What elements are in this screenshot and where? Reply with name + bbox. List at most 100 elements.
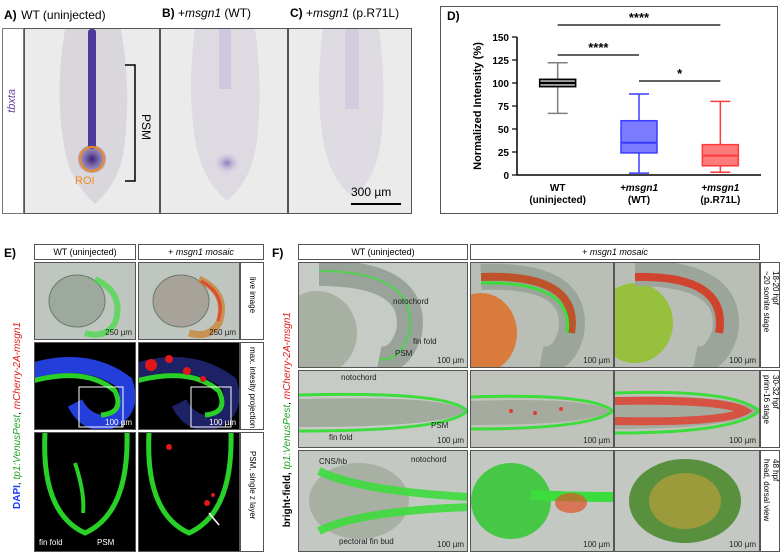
scale-f3-mosaic-a: 100 µm xyxy=(583,540,610,549)
row-label-zlayer-text: PSM, single z layer xyxy=(248,451,257,520)
x-category-label: WT xyxy=(550,183,566,194)
panel-f-side-label: bright-field, tp1:VenusPest, mCherry-2A-… xyxy=(282,312,293,528)
panel-d-frame: D) 0 25 50 75 100 125 150 Normalized Intensity … xyxy=(440,6,778,214)
y-tick-label: 0 xyxy=(503,171,509,182)
cns-hb-label: CNS/hb xyxy=(319,457,348,466)
panel-f-letter: F) xyxy=(272,246,284,260)
panel-e-col2-header: + msgn1 mosaic xyxy=(138,244,264,260)
scale-f1-mosaic-a: 100 µm xyxy=(583,356,610,365)
scale-f3-mosaic-b: 100 µm xyxy=(729,540,756,549)
f-row2-label: 30-32 hpf prim-16 stage xyxy=(760,370,780,448)
panel-c-embryo-svg xyxy=(319,29,401,205)
f-row3-label: 48 hpf head, dorsal view xyxy=(760,450,780,552)
scale-f2-mosaic-b: 100 µm xyxy=(729,436,756,445)
psm-bracket xyxy=(125,64,136,182)
faint-stain-c xyxy=(345,29,359,109)
scale-250-mosaic: 250 µm xyxy=(209,328,236,337)
f-r2-wt-svg xyxy=(299,392,467,433)
panel-c-letter: C) xyxy=(290,6,303,20)
panel-f-r3-mosaic-a: 100 µm xyxy=(470,450,614,552)
f-r1-mosaic-a-svg xyxy=(471,263,585,367)
panel-a-title: A) WT (uninjected) xyxy=(4,6,106,24)
f-row2-label-b: prim-16 stage xyxy=(762,375,771,424)
maxproj-mosaic-svg xyxy=(139,355,239,429)
scale-100-e-mosaic: 100 µm xyxy=(209,418,236,427)
panel-e-col2-prefix: + xyxy=(168,247,176,257)
scale-f2-mosaic-a: 100 µm xyxy=(583,436,610,445)
notochord-label-f2: notochord xyxy=(341,373,377,382)
box xyxy=(620,119,658,154)
dapi-label: DAPI xyxy=(12,485,23,509)
panel-e-live-wt: 250 µm xyxy=(34,262,136,340)
embryo-tissue-b xyxy=(191,29,260,201)
fin-fold-label-f1: fin fold xyxy=(413,337,437,346)
panel-f-col1-header: WT (uninjected) xyxy=(298,244,468,260)
f-r3-mosaic-b-svg xyxy=(629,459,741,543)
panel-c-image: 300 µm xyxy=(288,28,412,214)
panel-f-col2-gene: msgn1 mosaic xyxy=(589,247,648,257)
scale-f1-wt: 100 µm xyxy=(437,356,464,365)
significance-label: **** xyxy=(588,40,609,55)
roi-circle xyxy=(79,146,105,172)
scale-100-e-wt: 100 µm xyxy=(105,418,132,427)
zlayer-mosaic-svg xyxy=(146,433,234,536)
f-r1-mosaic-b-svg xyxy=(615,263,739,367)
panel-e-live-mosaic: 250 µm xyxy=(138,262,240,340)
f-r3-wt-svg xyxy=(309,463,467,539)
f-r2-mosaic-a-svg xyxy=(471,394,613,431)
panel-f-r2-mosaic-b: 100 µm xyxy=(614,370,760,448)
notochord-label-f1: notochord xyxy=(393,297,429,306)
panel-f-r1-mosaic-b: 100 µm xyxy=(614,262,760,368)
tbxta-label-text: tbxta xyxy=(6,89,18,113)
tp1-label: tp1:VenusPest xyxy=(12,414,23,480)
x-category-label: +msgn1 xyxy=(701,183,740,194)
maxproj-wt-svg xyxy=(35,357,135,429)
panel-f-r1-wt: notochord fin fold PSM 100 µm xyxy=(298,262,468,368)
f-tp1-label: tp1:VenusPest xyxy=(282,404,293,470)
f-row3-label-b: head, dorsal view xyxy=(762,459,771,522)
panel-a-image: PSM ROI xyxy=(24,28,160,214)
f-row2-label-a: 30-32 hpf xyxy=(771,375,780,409)
x-category-sublabel: (p.R71L) xyxy=(700,195,740,206)
x-category-label: +msgn1 xyxy=(620,183,659,194)
tbxta-side-label: tbxta xyxy=(2,28,24,214)
panel-b-title: B) +msgn1 (WT) xyxy=(162,6,251,20)
panel-c-title: C) +msgn1 (p.R71L) xyxy=(290,6,399,20)
row-label-maxproj: max. intesity projection xyxy=(240,342,264,430)
significance-label: * xyxy=(677,66,683,81)
embryo-live-wt-svg xyxy=(48,274,121,338)
fin-fold-label-e: fin fold xyxy=(39,538,63,547)
panel-e-zlayer-mosaic xyxy=(138,432,240,552)
faint-stain-b xyxy=(219,29,231,89)
y-tick-label: 50 xyxy=(498,125,510,136)
panel-b-title-suffix: (WT) xyxy=(221,6,252,20)
row-label-live: live image xyxy=(240,262,264,340)
panel-c-title-suffix: (p.R71L) xyxy=(349,6,400,20)
scale-250-wt: 250 µm xyxy=(105,328,132,337)
panel-c-title-prefix: + xyxy=(306,6,314,20)
row-label-zlayer: PSM, single z layer xyxy=(240,432,264,552)
y-axis-label: Normalized Intensity (%) xyxy=(472,42,484,170)
x-category-sublabel: (WT) xyxy=(628,195,650,206)
tailbud-stain xyxy=(78,145,106,173)
panel-f-col2-prefix: + xyxy=(582,247,590,257)
panel-f-r2-wt: notochord fin fold PSM 100 µm xyxy=(298,370,468,448)
y-tick-label: 150 xyxy=(492,33,509,44)
row-label-live-text: live image xyxy=(248,277,257,314)
panel-b-letter: B) xyxy=(162,6,175,20)
fin-fold-label-f2: fin fold xyxy=(329,433,353,442)
y-tick-label: 75 xyxy=(498,102,510,113)
panel-a-title-text: WT (uninjected) xyxy=(21,8,106,22)
f-row1-label-b: ~20 somite stage xyxy=(762,271,771,333)
scale-f2-wt: 100 µm xyxy=(437,436,464,445)
panel-f-r2-mosaic-a: 100 µm xyxy=(470,370,614,448)
panel-a-letter: A) xyxy=(4,8,17,22)
scale-f3-wt: 100 µm xyxy=(437,540,464,549)
zlayer-wt-svg xyxy=(42,433,130,536)
y-tick-label: 100 xyxy=(492,79,509,90)
row-label-maxproj-text: max. intesity projection xyxy=(248,347,257,429)
scale-f1-mosaic-b: 100 µm xyxy=(729,356,756,365)
panel-f-col2-header: + msgn1 mosaic xyxy=(470,244,760,260)
psm-label-f2: PSM xyxy=(431,421,449,430)
psm-label-f1: PSM xyxy=(395,349,413,358)
